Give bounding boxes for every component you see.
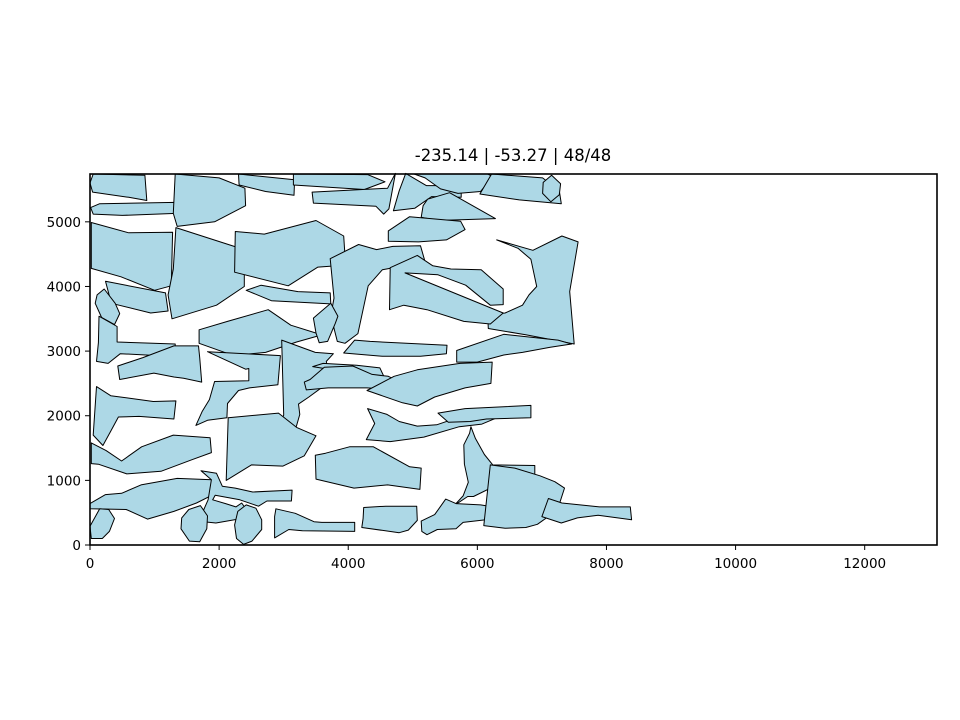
x-axis: 0 2000 4000 6000 8000 10000 12000 bbox=[86, 545, 886, 572]
packed-polygon-15 bbox=[329, 244, 426, 344]
polygon-layer bbox=[89, 172, 633, 545]
y-axis: 0 1000 2000 3000 4000 5000 bbox=[47, 215, 90, 554]
packed-polygon-33 bbox=[92, 386, 177, 446]
packed-polygon-11 bbox=[542, 174, 562, 203]
packed-polygon-28 bbox=[195, 351, 281, 426]
packed-polygon-49 bbox=[234, 504, 263, 545]
packed-polygon-2 bbox=[90, 201, 177, 216]
x-tick-label: 10000 bbox=[714, 556, 757, 572]
packed-polygon-35 bbox=[225, 412, 317, 481]
packed-polygon-5 bbox=[292, 173, 386, 190]
x-tick-label: 2000 bbox=[202, 556, 236, 572]
packed-polygon-6 bbox=[311, 172, 396, 215]
packed-polygon-47 bbox=[89, 508, 115, 539]
packed-polygon-25 bbox=[343, 339, 448, 357]
packed-polygon-12 bbox=[90, 222, 174, 291]
packed-polygon-46 bbox=[541, 498, 633, 524]
y-tick-label: 2000 bbox=[47, 409, 81, 425]
packed-polygon-20 bbox=[245, 284, 332, 305]
x-tick-label: 0 bbox=[86, 556, 95, 572]
packed-polygon-42 bbox=[274, 508, 356, 539]
packed-polygon-38 bbox=[437, 404, 532, 423]
packed-polygon-23 bbox=[312, 302, 339, 344]
packed-polygon-32 bbox=[366, 361, 493, 407]
packed-polygon-3 bbox=[172, 173, 247, 227]
y-tick-label: 0 bbox=[72, 538, 81, 554]
y-tick-label: 4000 bbox=[47, 279, 81, 295]
packed-polygon-10 bbox=[479, 173, 562, 205]
x-tick-label: 12000 bbox=[843, 556, 886, 572]
x-tick-label: 4000 bbox=[331, 556, 365, 572]
packed-polygon-18 bbox=[389, 254, 504, 325]
packed-polygon-48 bbox=[180, 505, 208, 543]
x-tick-label: 8000 bbox=[589, 556, 623, 572]
x-tick-label: 6000 bbox=[460, 556, 494, 572]
plot-frame bbox=[89, 173, 938, 546]
packed-polygon-4 bbox=[238, 173, 296, 196]
packed-polygon-14 bbox=[234, 220, 347, 287]
packed-polygon-13 bbox=[167, 227, 245, 320]
packed-polygon-27 bbox=[117, 345, 203, 383]
packed-polygon-1 bbox=[89, 173, 148, 201]
packed-polygon-16 bbox=[387, 216, 466, 243]
y-tick-label: 1000 bbox=[47, 473, 81, 489]
packed-polygon-26 bbox=[456, 333, 573, 363]
y-tick-label: 5000 bbox=[47, 215, 81, 231]
chart-title: -235.14 | -53.27 | 48/48 bbox=[415, 146, 612, 165]
packed-polygon-34 bbox=[90, 434, 212, 475]
packed-polygon-43 bbox=[361, 505, 418, 534]
packed-polygon-36 bbox=[314, 446, 422, 490]
y-tick-label: 3000 bbox=[47, 344, 81, 360]
